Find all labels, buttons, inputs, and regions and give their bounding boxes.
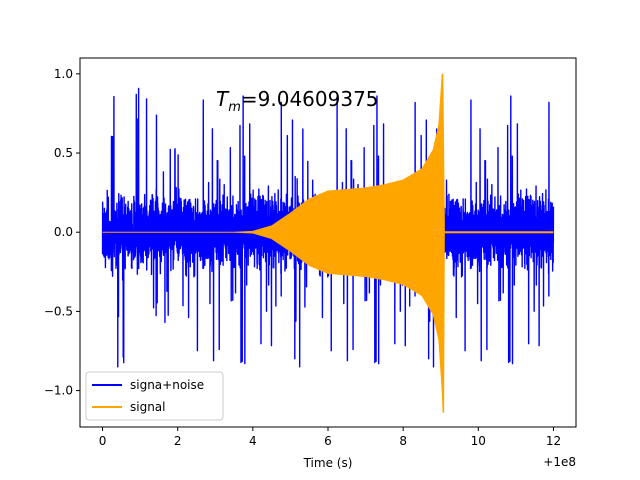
x-tick-label: 6 bbox=[324, 434, 332, 448]
axis-ticks: 0 2 4 6 8 10 12 −1.0 −0.5 0.0 0.5 1.0 bbox=[44, 67, 561, 448]
x-tick-label: 10 bbox=[471, 434, 486, 448]
x-tick-label: 4 bbox=[249, 434, 257, 448]
y-tick-label: −0.5 bbox=[44, 304, 73, 318]
legend: signa+noise signal bbox=[85, 371, 224, 421]
x-tick-label: 8 bbox=[399, 434, 407, 448]
tm-annotation: Tm=9.04609375 bbox=[216, 87, 379, 115]
series-signal-merger-spike bbox=[439, 73, 445, 413]
y-tick-label: −1.0 bbox=[44, 384, 73, 398]
x-tick-label: 0 bbox=[99, 434, 107, 448]
legend-label-signal: signal bbox=[130, 400, 166, 414]
x-axis-label: Time (s) bbox=[303, 456, 353, 470]
y-tick-label: 0.0 bbox=[54, 225, 73, 239]
legend-label-signal-noise: signa+noise bbox=[130, 378, 204, 392]
x-tick-label: 2 bbox=[174, 434, 182, 448]
y-tick-label: 1.0 bbox=[54, 67, 73, 81]
x-offset-label: +1e8 bbox=[543, 455, 576, 469]
x-tick-label: 12 bbox=[546, 434, 561, 448]
plot-area bbox=[101, 73, 555, 413]
y-tick-label: 0.5 bbox=[54, 146, 73, 160]
